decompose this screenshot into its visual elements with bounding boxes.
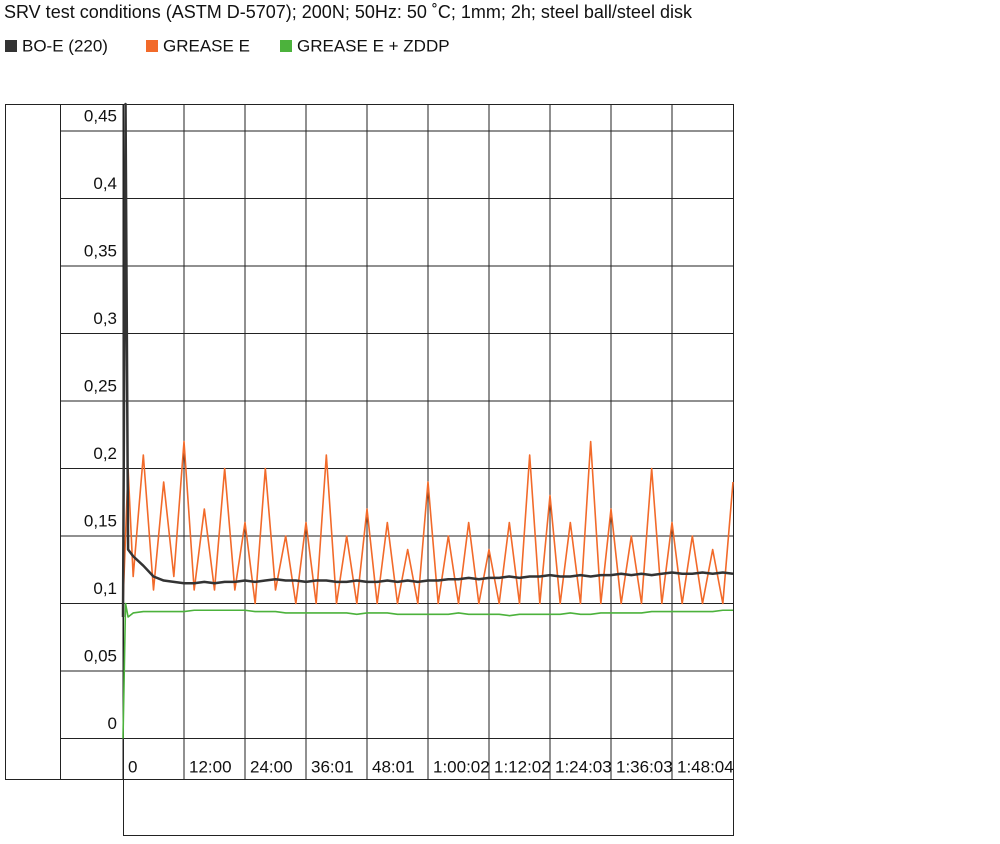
legend-swatch [146,40,158,52]
y-tick-label: 0,4 [93,174,117,193]
y-tick-label: 0,25 [84,376,117,395]
x-tick-label: 1:00:02 [433,757,490,776]
chart-title: SRV test conditions (ASTM D-5707); 200N;… [4,2,693,22]
x-tick-label: 1:24:03 [555,757,612,776]
outer-border [5,104,734,780]
y-tick-label: 0,3 [93,309,117,328]
y-tick-label: 0,45 [84,106,117,125]
y-tick-label: 0,05 [84,646,117,665]
y-tick-label: 0,35 [84,241,117,260]
y-tick-label: 0,2 [93,444,117,463]
x-tick-label: 48:01 [372,757,415,776]
y-tick-label: 0,1 [93,579,117,598]
x-tick-label: 24:00 [250,757,293,776]
legend-label: GREASE E [163,36,250,55]
series-line [122,440,734,605]
legend-label: BO-E (220) [22,36,108,55]
legend-label: GREASE E + ZDDP [297,36,450,55]
x-tick-label: 1:48:04 [677,757,734,776]
x-tick-label: 36:01 [311,757,354,776]
x-tick-label: 1:12:02 [494,757,551,776]
y-tick-label: 0,15 [84,511,117,530]
legend-swatch [280,40,292,52]
x-tick-label: 0 [128,757,137,776]
series-line [121,102,734,618]
legend-swatch [5,40,17,52]
series-line [122,602,733,739]
x-tick-label: 1:36:03 [616,757,673,776]
y-tick-label: 0 [108,714,117,733]
x-tick-label: 12:00 [189,757,232,776]
